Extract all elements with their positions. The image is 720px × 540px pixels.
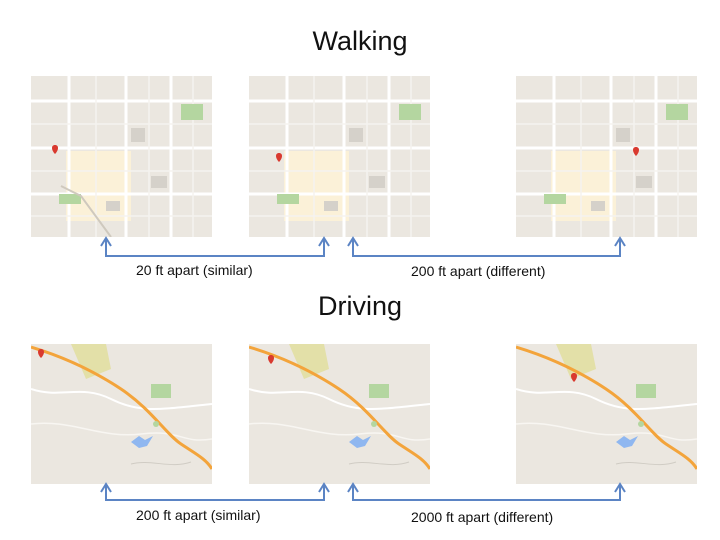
walking-similar-arrowhead-left <box>100 236 112 247</box>
walking-map-2 <box>249 76 430 237</box>
driving-similar-caption: 200 ft apart (similar) <box>136 507 261 523</box>
walking-different-arrowhead-left <box>347 236 359 247</box>
walking-map-1 <box>31 76 212 237</box>
driving-similar-arrowhead-right <box>318 482 330 493</box>
walking-title: Walking <box>312 26 408 56</box>
driving-map-3 <box>516 344 697 484</box>
driving-different-arrowhead-right <box>614 482 626 493</box>
walking-different-caption: 200 ft apart (different) <box>411 263 546 279</box>
walking-similar-caption: 20 ft apart (similar) <box>136 262 253 278</box>
driving-map-2 <box>249 344 430 484</box>
driving-different-bracket <box>352 486 621 501</box>
driving-map-1 <box>31 344 212 484</box>
walking-different-bracket <box>352 240 621 257</box>
walking-different-arrowhead-right <box>614 236 626 247</box>
driving-different-caption: 2000 ft apart (different) <box>411 509 554 525</box>
walking-similar-bracket <box>105 240 325 257</box>
driving-title: Driving <box>317 291 403 321</box>
walking-similar-arrowhead-right <box>318 236 330 247</box>
driving-similar-bracket <box>105 486 325 501</box>
driving-similar-arrowhead-left <box>100 482 112 493</box>
walking-map-3 <box>516 76 697 237</box>
driving-different-arrowhead-left <box>347 482 359 493</box>
